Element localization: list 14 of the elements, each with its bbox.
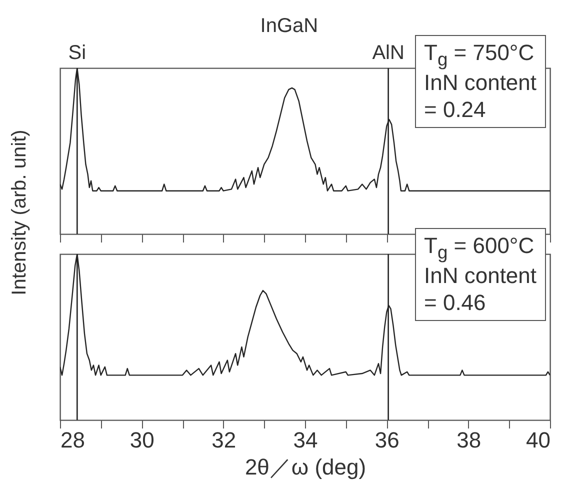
- ref-line-label: Si: [68, 42, 86, 64]
- x-tick-label: 30: [130, 428, 154, 452]
- ref-line-label: AlN: [372, 42, 404, 64]
- x-tick-label: 36: [374, 428, 400, 452]
- x-tick-label: 28: [60, 428, 85, 452]
- annotation: T$_{g}$ = 600°C InN content = 0.46: [415, 228, 546, 322]
- x-tick-label: 40: [526, 428, 550, 452]
- annotation: T$_{g}$ = 750°C InN content = 0.24: [415, 35, 546, 128]
- y-axis-title: Intensity (arb. unit): [8, 129, 32, 295]
- x-tick-label: 38: [456, 428, 482, 452]
- x-axis-title: 2θ／ω (deg): [244, 454, 366, 480]
- text: InGaN: [260, 15, 318, 38]
- x-tick-label: 32: [212, 428, 236, 452]
- x-tick-label: 34: [293, 428, 318, 452]
